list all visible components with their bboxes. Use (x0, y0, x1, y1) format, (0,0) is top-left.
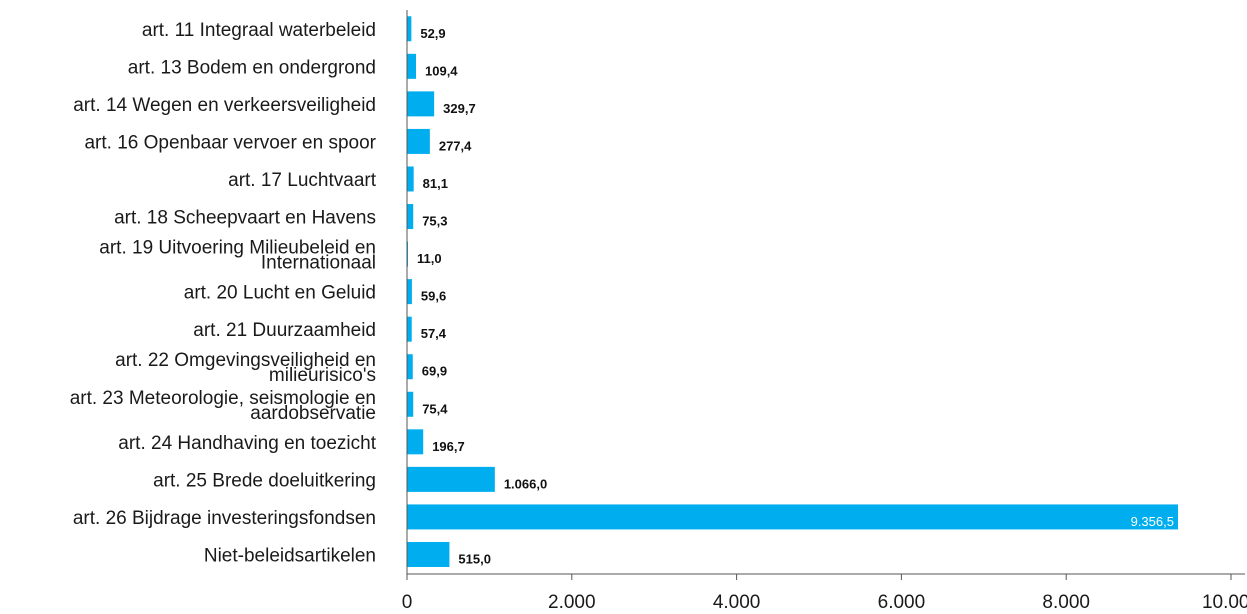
bar (407, 166, 414, 192)
category-label: Niet-beleidsartikelen (204, 545, 376, 566)
data-label: 81,1 (423, 176, 448, 191)
category-label: art. 25 Brede doeluitkering (153, 470, 376, 491)
bar (407, 391, 414, 417)
x-tick-label: 10.000 (1202, 592, 1247, 613)
category-label: art. 22 Omgevingsveiligheid en milieurisi… (115, 350, 376, 386)
data-label: 1.066,0 (504, 476, 547, 491)
x-tick-label: 8.000 (1042, 592, 1090, 613)
data-label: 75,4 (422, 401, 448, 416)
bar (407, 204, 414, 230)
bars-group (407, 16, 1178, 567)
x-tick-label: 4.000 (713, 592, 761, 613)
bar (407, 354, 413, 380)
data-labels: 52,9 109,4 329,7 277,4 81,1 75,3 11,0 59,6 57,4 6… (417, 26, 1174, 567)
bar (407, 466, 495, 492)
data-label: 329,7 (443, 101, 476, 116)
bar (407, 16, 412, 42)
category-label: art. 21 Duurzaamheid (193, 320, 376, 341)
axes: 0 2.000 4.000 6.000 8.000 10.000 (402, 10, 1247, 613)
category-label: art. 17 Luchtvaart (228, 170, 377, 191)
bar (407, 53, 417, 79)
category-label: art. 18 Scheepvaart en Havens (114, 208, 376, 229)
x-tick-label: 0 (402, 592, 413, 613)
data-label: 57,4 (421, 326, 447, 341)
data-label: 69,9 (422, 364, 447, 379)
data-label: 11,0 (417, 251, 442, 266)
category-label: art. 19 Uitvoering Milieubeleid en Intern… (99, 238, 376, 274)
x-tick-label: 6.000 (878, 592, 926, 613)
bar (407, 541, 450, 567)
category-label: art. 13 Bodem en ondergrond (128, 57, 376, 78)
data-label: 52,9 (420, 26, 445, 41)
bar (407, 279, 412, 305)
category-label: art. 20 Lucht en Geluid (184, 283, 376, 304)
category-label: art. 14 Wegen en verkeersveiligheid (73, 95, 376, 116)
bar (407, 504, 1178, 530)
data-label: 109,4 (425, 63, 458, 78)
data-label: 277,4 (439, 138, 472, 153)
data-label: 59,6 (421, 289, 446, 304)
bar (407, 429, 424, 455)
x-tick-label: 2.000 (548, 592, 596, 613)
data-label: 9.356,5 (1131, 514, 1174, 529)
category-label: art. 11 Integraal waterbeleid (142, 20, 376, 41)
category-labels: art. 11 Integraal waterbeleid art. 13 Bod… (70, 20, 377, 567)
category-label: art. 23 Meteorologie, seismologie en aard… (70, 388, 376, 424)
data-label: 196,7 (432, 439, 465, 454)
category-label: art. 24 Handhaving en toezicht (118, 433, 376, 454)
bar (407, 128, 430, 154)
category-label: art. 26 Bijdrage investeringsfondsen (73, 508, 376, 529)
bar (407, 91, 435, 117)
data-label: 75,3 (422, 214, 447, 229)
data-label: 515,0 (458, 551, 491, 566)
bar (407, 316, 412, 342)
category-label: art. 16 Openbaar vervoer en spoor (84, 132, 376, 153)
